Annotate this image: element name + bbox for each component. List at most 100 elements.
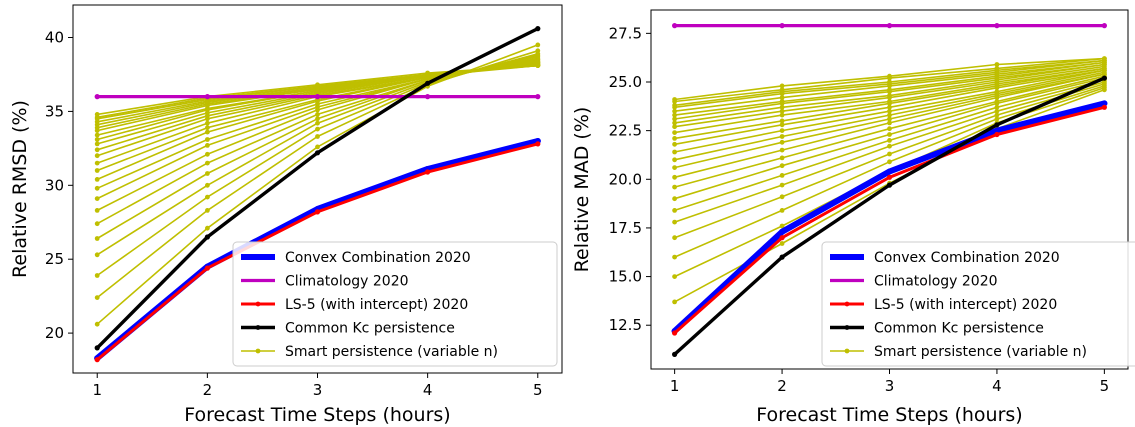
smart-persistence-n8-point (94, 196, 100, 202)
smart-persistence-n6-point (779, 173, 785, 178)
smart-persistence-n15-point (887, 99, 892, 104)
smart-persistence-n1-point (94, 321, 100, 327)
smart-persistence-n13-point (94, 153, 100, 159)
smart-persistence-n24-point (425, 70, 430, 76)
x-axis-label: Forecast Time Steps (hours) (756, 404, 1022, 426)
smart-persistence-n4-point (672, 235, 677, 241)
smart-persistence-n6-point (994, 104, 1000, 110)
smart-persistence-n4-point (205, 182, 210, 188)
smart-persistence-n16-point (672, 124, 677, 130)
smart-persistence-n4-point (994, 112, 1000, 118)
convex-combination-point (886, 168, 893, 175)
legend-label: Climatology 2020 (874, 274, 998, 290)
climatology-point (94, 94, 100, 100)
climatology-point (994, 23, 1000, 29)
legend: Convex Combination 2020 Climatology 2020 L… (821, 241, 1135, 367)
smart-persistence-n5-point (205, 171, 210, 176)
ls5-point (779, 235, 785, 241)
y-tick-label: 25 (45, 250, 64, 268)
x-tick-label: 1 (670, 377, 680, 395)
smart-persistence-n9-point (672, 174, 677, 180)
chart-mad: 1 2 3 4 5 12.5 15.0 17.5 20.0 22.5 25.0 27.5 Forecas… (571, 9, 1135, 426)
smart-persistence-n2-point (779, 223, 785, 229)
legend-label: LS-5 (with intercept) 2020 (874, 297, 1057, 313)
smart-persistence-n12-point (672, 149, 677, 155)
legend-swatch-marker (844, 348, 850, 354)
smart-persistence-n15-point (779, 112, 785, 118)
climatology-point (425, 94, 431, 100)
smart-persistence-n17-point (94, 132, 100, 138)
smart-persistence-n19-point (887, 87, 892, 93)
smart-persistence-n8-point (887, 126, 892, 132)
smart-persistence-n6-point (672, 208, 677, 213)
smart-persistence-n8-point (994, 99, 1000, 104)
smart-persistence-n6-point (94, 221, 100, 227)
climatology-point (779, 23, 785, 29)
smart-persistence-n23-point (994, 66, 1000, 71)
smart-persistence-n5-point (994, 108, 1000, 114)
legend-label: Smart persistence (variable n) (285, 344, 498, 360)
x-tick-label: 2 (203, 381, 213, 399)
smart-persistence-n11-point (94, 168, 100, 173)
ls5-point (425, 169, 431, 175)
x-tick-label: 5 (533, 381, 543, 399)
smart-persistence-n6-point (315, 112, 320, 117)
smart-persistence-n22-point (672, 102, 677, 108)
smart-persistence-n17-point (779, 104, 785, 110)
legend: Convex Combination 2020 Climatology 2020 L… (232, 241, 558, 367)
y-tick-label: 40 (45, 29, 64, 47)
smart-persistence-n2-point (672, 274, 677, 279)
common-kc-persistence-point (204, 234, 210, 240)
y-tick-label: 12.5 (609, 316, 642, 334)
climatology-point (314, 94, 321, 100)
climatology-point (1101, 23, 1107, 29)
smart-persistence-n5-point (887, 143, 892, 149)
ls5-point (1101, 104, 1107, 110)
smart-persistence-n1-point (315, 144, 320, 150)
y-tick-label: 27.5 (609, 24, 642, 42)
convex-combination-point (779, 228, 786, 235)
smart-persistence-n8-point (205, 143, 210, 148)
smart-persistence-n3-point (779, 208, 785, 213)
legend-label: Convex Combination 2020 (285, 250, 471, 266)
smart-persistence-n7-point (779, 163, 785, 169)
smart-persistence-n20-point (779, 95, 785, 100)
smart-persistence-n13-point (672, 141, 677, 147)
convex-combination-point (993, 127, 1000, 134)
ls5-point (535, 141, 541, 147)
smart-persistence-n5-point (672, 219, 677, 225)
y-tick-label: 25.0 (609, 73, 642, 91)
y-tick-label: 15.0 (609, 268, 642, 286)
smart-persistence-n14-point (779, 118, 785, 124)
smart-persistence-n6-point (887, 138, 892, 143)
smart-persistence-n24-point (994, 62, 1000, 67)
y-tick-label: 22.5 (609, 122, 642, 140)
smart-persistence-n7-point (205, 151, 210, 157)
common-kc-persistence-point (779, 254, 785, 260)
y-tick-label: 30 (45, 176, 64, 194)
smart-persistence-n15-point (672, 130, 677, 136)
smart-persistence-n3-point (205, 194, 210, 200)
common-kc-persistence-point (886, 182, 893, 188)
common-kc-persistence-point (994, 122, 1000, 128)
x-tick-label: 2 (777, 377, 787, 395)
smart-persistence-n5-point (315, 116, 320, 122)
smart-persistence-n7-point (887, 132, 892, 137)
x-tick-label: 5 (1100, 377, 1110, 395)
y-tick-label: 35 (45, 102, 64, 120)
smart-persistence-n1-point (205, 225, 210, 231)
y-axis-label: Relative RMSD (%) (9, 100, 31, 278)
smart-persistence-n22-point (887, 79, 892, 85)
smart-persistence-n15-point (94, 141, 100, 147)
climatology-point (672, 23, 678, 29)
smart-persistence-n20-point (672, 108, 677, 114)
smart-persistence-n4-point (887, 151, 892, 157)
x-tick-label: 4 (992, 377, 1002, 395)
smart-persistence-n16-point (94, 137, 100, 142)
smart-persistence-n13-point (779, 122, 785, 128)
y-tick-label: 20 (45, 324, 64, 342)
smart-persistence-n10-point (205, 129, 210, 135)
smart-persistence-n24-point (315, 82, 320, 88)
smart-persistence-n3-point (94, 273, 100, 278)
